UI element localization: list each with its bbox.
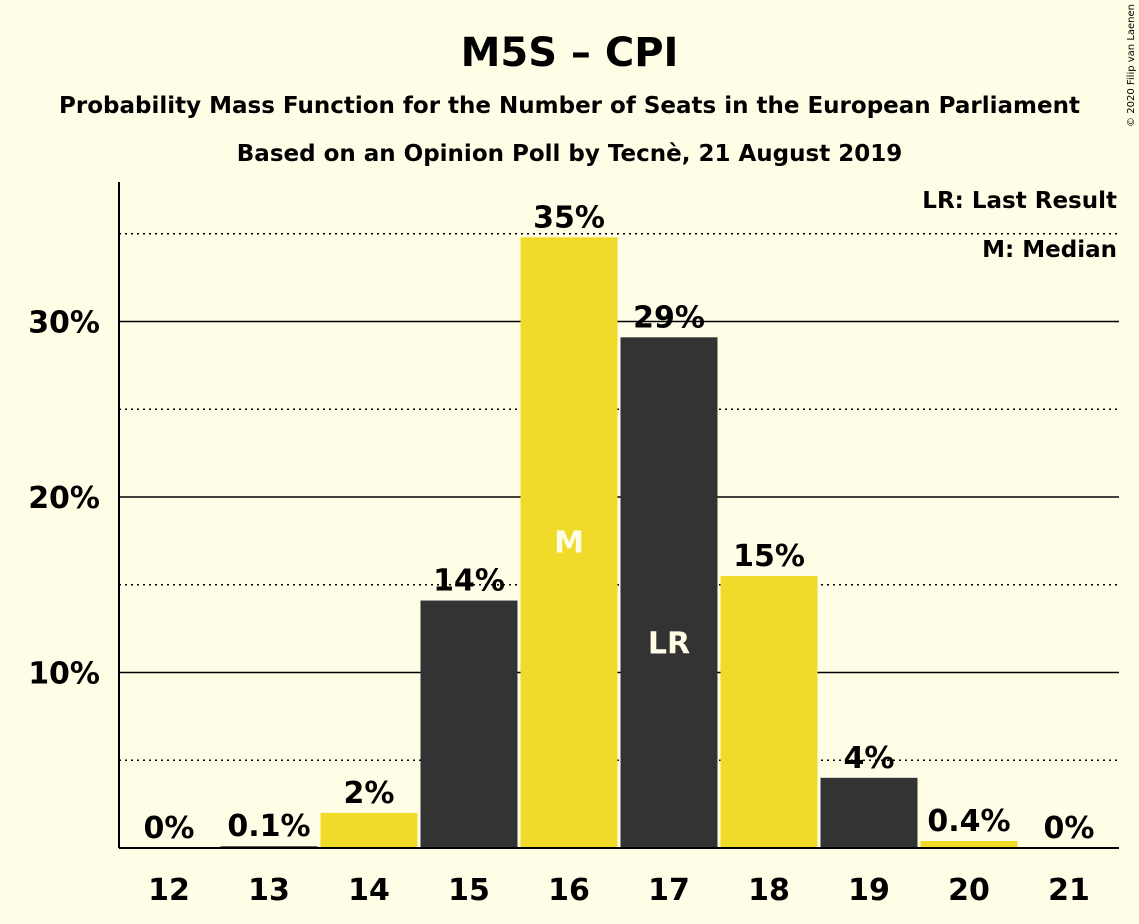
x-tick-label-21: 21 xyxy=(1048,873,1090,908)
bar-label-12: 0% xyxy=(144,811,195,846)
gridlines xyxy=(119,233,1119,761)
y-tick-label-0: 10% xyxy=(28,657,100,692)
x-axis: 12 13 14 15 16 17 18 19 20 21 xyxy=(119,847,1119,908)
marker-m: M xyxy=(554,526,584,561)
x-tick-label-16: 16 xyxy=(548,873,590,908)
x-tick-label-19: 19 xyxy=(848,873,890,908)
bar-label-14: 2% xyxy=(344,776,395,811)
bar-label-20: 0.4% xyxy=(927,804,1010,839)
bar-label-18: 15% xyxy=(733,539,805,574)
bar-label-16: 35% xyxy=(533,200,605,235)
marker-lr: LR xyxy=(648,627,690,662)
bars xyxy=(220,237,1018,848)
bar-18 xyxy=(720,575,818,848)
x-tick-label-15: 15 xyxy=(448,873,490,908)
bar-19 xyxy=(820,777,918,848)
x-tick-label-18: 18 xyxy=(748,873,790,908)
bar-17 xyxy=(620,337,718,848)
bar-14 xyxy=(320,812,418,848)
bar-label-19: 4% xyxy=(844,741,895,776)
y-axis: 10% 20% 30% xyxy=(28,182,120,848)
legend-median: M: Median xyxy=(982,237,1117,263)
x-tick-label-20: 20 xyxy=(948,873,990,908)
bar-20 xyxy=(920,840,1018,848)
chart-subtitle-2: Based on an Opinion Poll by Tecnè, 21 Au… xyxy=(237,141,902,167)
bar-label-21: 0% xyxy=(1044,811,1095,846)
bar-16 xyxy=(520,237,618,848)
bar-label-15: 14% xyxy=(433,564,505,599)
copyright-note: © 2020 Filip van Laenen xyxy=(1126,4,1137,127)
y-tick-label-1: 20% xyxy=(28,481,100,516)
x-tick-label-17: 17 xyxy=(648,873,690,908)
bar-label-13: 0.1% xyxy=(227,809,310,844)
chart-title: M5S – CPI xyxy=(461,30,679,76)
legend-last-result: LR: Last Result xyxy=(922,188,1117,214)
x-tick-label-13: 13 xyxy=(248,873,290,908)
x-tick-label-12: 12 xyxy=(148,873,190,908)
bar-label-17: 29% xyxy=(633,300,705,335)
bar-15 xyxy=(420,600,518,848)
bar-labels: 0% 0.1% 2% 14% 35% 29% 15% 4% 0.4% 0% M LR xyxy=(144,200,1095,846)
y-tick-label-2: 30% xyxy=(28,306,100,341)
chart-subtitle-1: Probability Mass Function for the Number… xyxy=(59,93,1080,119)
x-tick-label-14: 14 xyxy=(348,873,390,908)
